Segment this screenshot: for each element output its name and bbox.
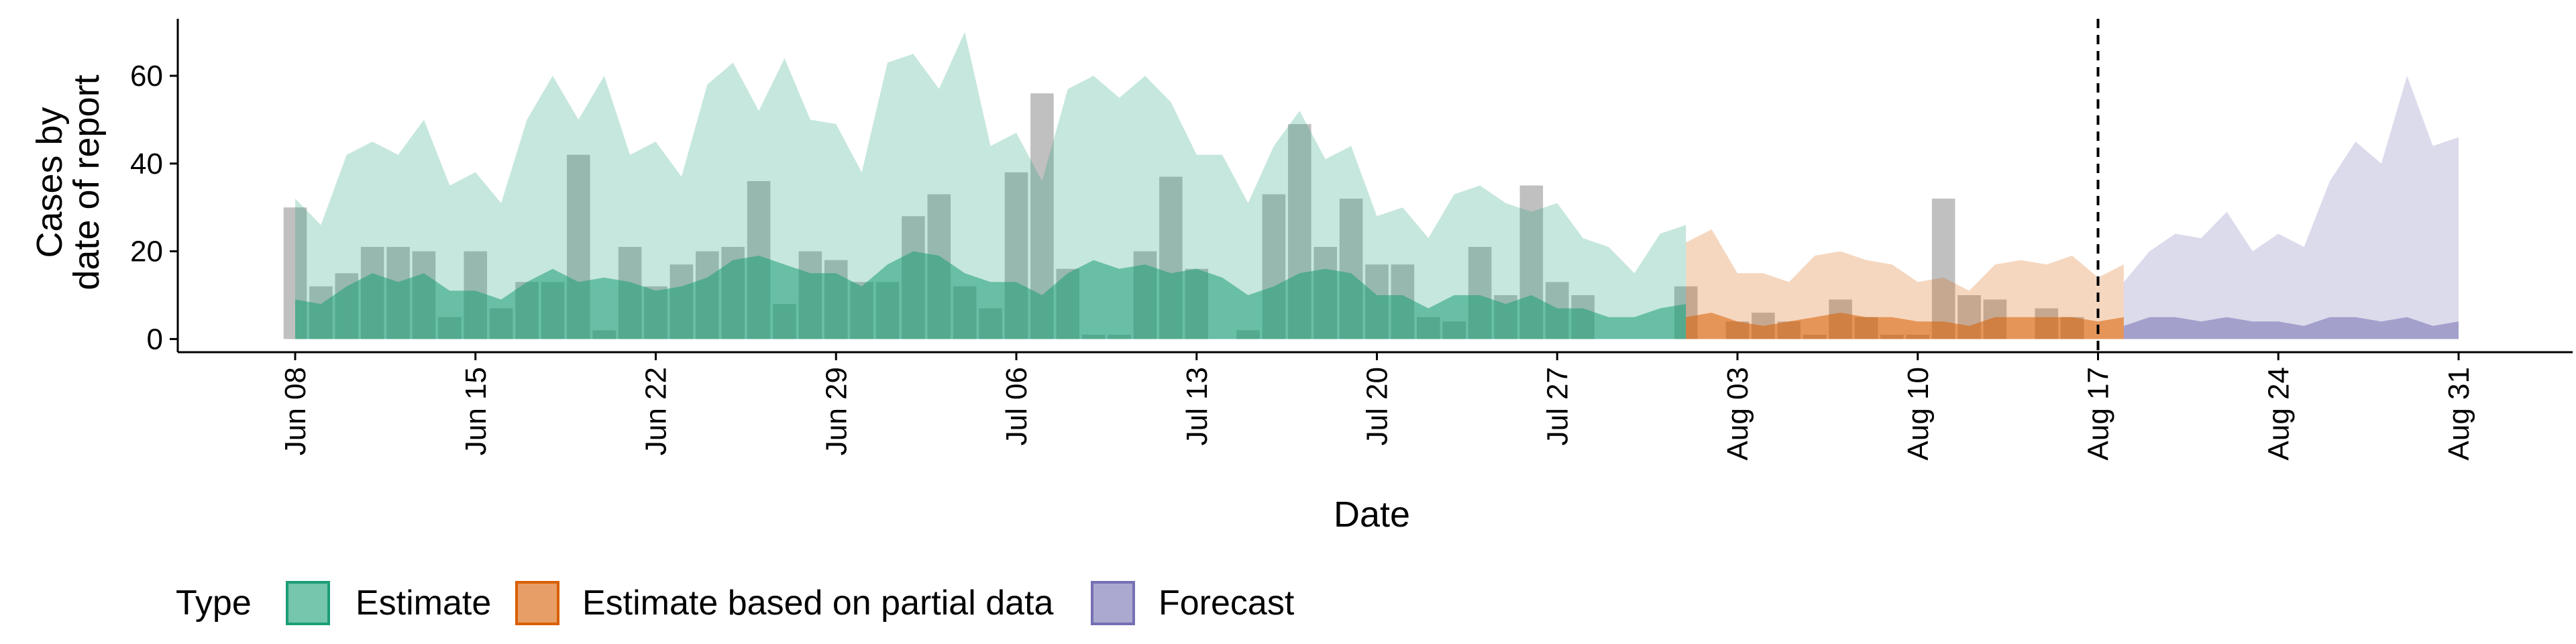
legend-item-forecast: Forecast — [1091, 581, 1295, 625]
y-axis-title: Cases by date of report — [30, 74, 107, 290]
x-tick-label: Jul 13 — [1181, 367, 1214, 445]
legend-item-estimate: Estimate — [286, 581, 491, 625]
x-tick-label: Jul 06 — [1000, 367, 1033, 445]
y-axis-title-line2: date of report — [66, 74, 107, 290]
legend-key-estimate — [286, 581, 330, 625]
x-tick-label: Jul 20 — [1361, 367, 1394, 445]
forecast-inner-ribbon — [2123, 317, 2459, 339]
x-tick-label: Jun 15 — [460, 367, 492, 455]
legend-key-forecast — [1091, 581, 1135, 625]
y-axis-title-line1: Cases by — [30, 107, 70, 258]
x-tick-label: Jun 08 — [279, 367, 312, 455]
series-ribbons — [295, 32, 2459, 339]
partial-outer-ribbon — [1686, 229, 2124, 339]
x-axis-title: Date — [1334, 494, 1410, 535]
y-axis-ticks: 0 20 40 60 — [130, 60, 178, 356]
y-tick-label: 40 — [130, 148, 163, 180]
partial-inner-ribbon — [1686, 313, 2124, 339]
x-tick-label: Aug 31 — [2443, 367, 2475, 460]
legend-label-partial: Estimate based on partial data — [582, 584, 1054, 623]
legend-label-estimate: Estimate — [356, 584, 491, 623]
legend: Type Estimate Estimate based on partial … — [176, 581, 1295, 625]
legend-title: Type — [176, 584, 252, 623]
x-tick-label: Aug 10 — [1902, 367, 1935, 460]
legend-key-partial — [515, 581, 559, 625]
x-tick-label: Jun 29 — [820, 367, 853, 455]
y-tick-label: 0 — [147, 323, 163, 356]
legend-item-partial: Estimate based on partial data — [515, 581, 1054, 625]
x-tick-label: Jul 27 — [1541, 367, 1574, 445]
estimate-outer-ribbon — [295, 32, 1686, 339]
x-tick-label: Jun 22 — [640, 367, 673, 455]
x-tick-label: Aug 24 — [2262, 367, 2295, 460]
plot-area — [283, 19, 2459, 352]
x-tick-label: Aug 17 — [2082, 367, 2115, 460]
legend-label-forecast: Forecast — [1159, 584, 1295, 623]
x-axis-ticks: Jun 08 Jun 15 Jun 22 Jun 29 Jul 06 Jul 13 Jul … — [279, 352, 2475, 460]
x-tick-label: Aug 03 — [1721, 367, 1754, 460]
forecast-outer-ribbon — [2123, 76, 2459, 339]
estimate-inner-ribbon — [295, 251, 1686, 339]
y-tick-label: 20 — [130, 235, 163, 268]
reported-cases-bar — [1931, 199, 1955, 339]
y-tick-label: 60 — [130, 60, 163, 93]
